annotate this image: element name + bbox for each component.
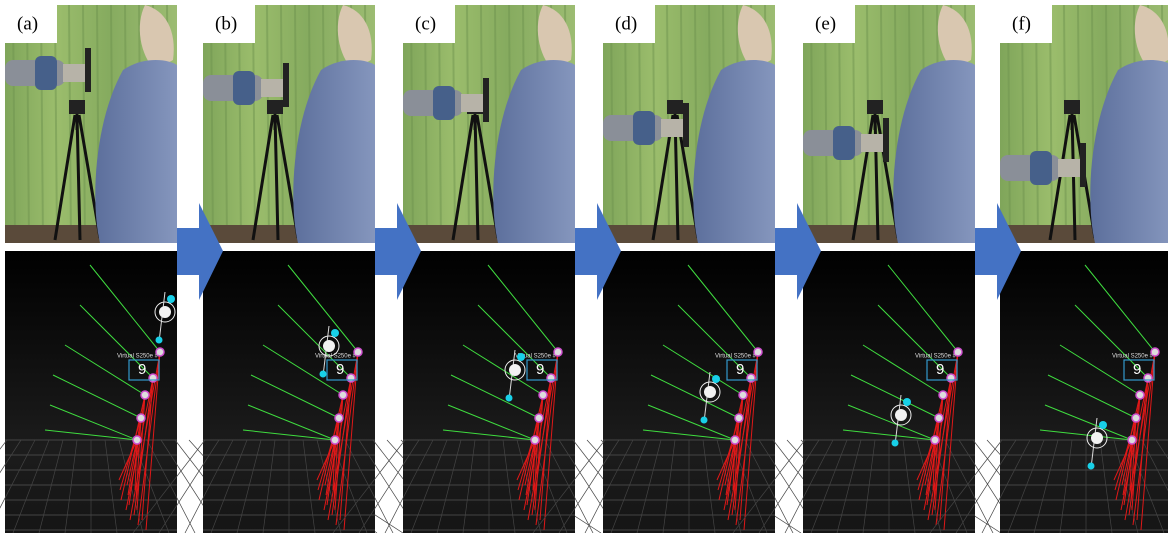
- panel-label: (e): [815, 13, 836, 34]
- end-effector: [1058, 159, 1080, 177]
- panel-label: (a): [17, 13, 38, 34]
- end-effector: [63, 64, 85, 82]
- camera: [267, 100, 283, 114]
- robot-joint: [633, 111, 655, 145]
- robot-joint: [1030, 151, 1052, 185]
- probe: [683, 103, 689, 147]
- joint: [735, 414, 743, 422]
- joint: [947, 374, 955, 382]
- end-effector: [861, 134, 883, 152]
- cyan-dot: [892, 440, 899, 447]
- joint: [347, 374, 355, 382]
- panel-label: (c): [415, 13, 436, 34]
- camera: [867, 100, 883, 114]
- joint: [1128, 436, 1136, 444]
- joint: [141, 391, 149, 399]
- joint: [547, 374, 555, 382]
- cyan-dot: [701, 417, 708, 424]
- joint: [1132, 414, 1140, 422]
- robot-joint: [433, 86, 455, 120]
- probe: [283, 63, 289, 107]
- probe-sphere: [1091, 432, 1103, 444]
- camera: [69, 100, 85, 114]
- joint: [931, 436, 939, 444]
- probe: [483, 78, 489, 122]
- robot-joint: [35, 56, 57, 90]
- probe: [1080, 143, 1086, 187]
- probe: [85, 48, 91, 92]
- cyan-dot: [712, 375, 720, 383]
- figure: (a)Virtual S250e #9(b)Virtual S250e #9(c…: [0, 0, 1168, 533]
- cyan-dot: [903, 398, 911, 406]
- probe-sphere: [323, 340, 335, 352]
- panel-label: (d): [615, 13, 637, 34]
- sensor-label: Virtual S250e #: [915, 354, 957, 360]
- cyan-dot: [320, 371, 327, 378]
- cyan-dot: [506, 395, 513, 402]
- joint: [331, 436, 339, 444]
- cyan-dot: [167, 295, 175, 303]
- marker-text: 9: [336, 361, 344, 378]
- probe-sphere: [704, 386, 716, 398]
- probe-sphere: [159, 306, 171, 318]
- joint: [739, 391, 747, 399]
- cyan-dot: [1088, 463, 1095, 470]
- marker-text: 9: [1133, 361, 1141, 378]
- joint: [935, 414, 943, 422]
- sensor-label: Virtual S250e #: [315, 354, 357, 360]
- joint: [535, 414, 543, 422]
- probe-sphere: [509, 364, 521, 376]
- cyan-dot: [331, 329, 339, 337]
- end-effector: [661, 119, 683, 137]
- sensor-label: Virtual S250e #: [117, 354, 159, 360]
- joint: [1136, 391, 1144, 399]
- marker-text: 9: [736, 361, 744, 378]
- end-effector: [461, 94, 483, 112]
- sensor-label: Virtual S250e #: [1112, 354, 1154, 360]
- joint: [137, 414, 145, 422]
- probe-sphere: [895, 409, 907, 421]
- joint: [335, 414, 343, 422]
- joint: [747, 374, 755, 382]
- joint: [939, 391, 947, 399]
- marker-text: 9: [936, 361, 944, 378]
- joint: [531, 436, 539, 444]
- joint: [539, 391, 547, 399]
- joint: [133, 436, 141, 444]
- camera: [1064, 100, 1080, 114]
- probe: [883, 118, 889, 162]
- robot-joint: [833, 126, 855, 160]
- end-effector: [261, 79, 283, 97]
- cyan-dot: [156, 337, 163, 344]
- marker-text: 9: [138, 361, 146, 378]
- joint: [1144, 374, 1152, 382]
- joint: [731, 436, 739, 444]
- cyan-dot: [517, 353, 525, 361]
- sensor-label: Virtual S250e #: [715, 354, 757, 360]
- cyan-dot: [1099, 421, 1107, 429]
- camera: [667, 100, 683, 114]
- joint: [339, 391, 347, 399]
- panel-label: (f): [1012, 13, 1031, 34]
- marker-text: 9: [536, 361, 544, 378]
- robot-joint: [233, 71, 255, 105]
- joint: [149, 374, 157, 382]
- panel-label: (b): [215, 13, 237, 34]
